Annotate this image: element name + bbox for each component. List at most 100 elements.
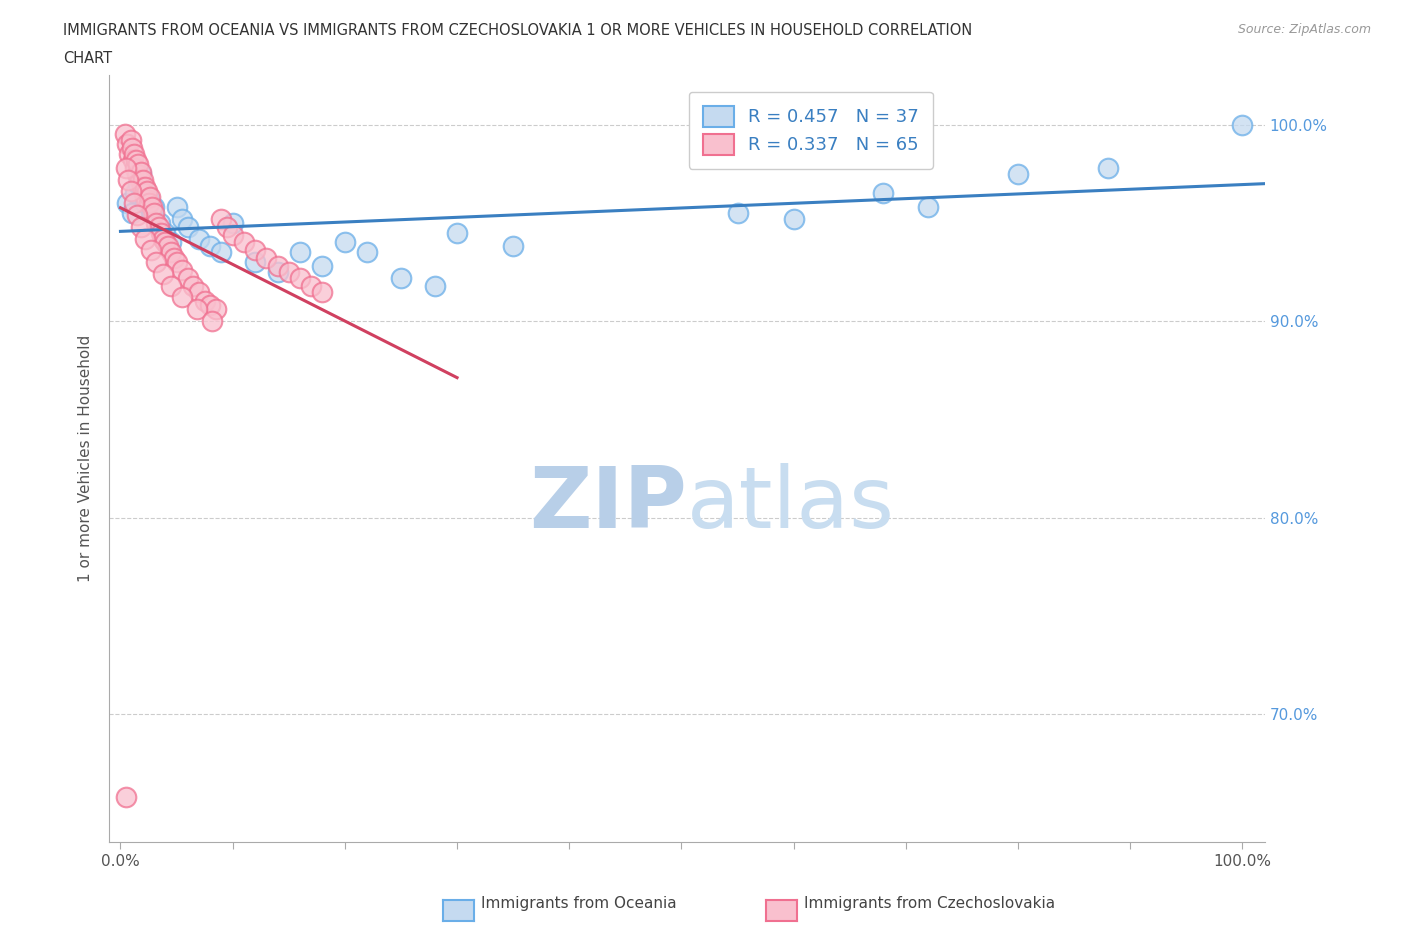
Text: CHART: CHART (63, 51, 112, 66)
Point (132, 186, 155, 201)
Point (254, 251, 277, 266)
Text: Immigrants from Czechoslovakia: Immigrants from Czechoslovakia (804, 897, 1056, 911)
Point (134, 180, 156, 195)
Point (288, 271, 311, 286)
Point (201, 313, 224, 328)
Point (221, 216, 243, 231)
Point (152, 231, 174, 246)
Point (143, 200, 166, 215)
Point (117, 172, 139, 187)
Point (188, 231, 211, 246)
Point (118, 147, 141, 162)
Point (127, 176, 149, 191)
Point (209, 211, 232, 226)
Point (138, 192, 160, 206)
Point (134, 195, 156, 210)
Point (115, 137, 138, 152)
Point (917, 200, 939, 215)
Point (446, 225, 468, 240)
Point (389, 271, 412, 286)
Point (141, 200, 163, 215)
Text: Source: ZipAtlas.com: Source: ZipAtlas.com (1237, 23, 1371, 36)
Point (129, 166, 152, 181)
Point (121, 140, 143, 155)
Point (121, 153, 143, 167)
Point (160, 278, 183, 293)
Point (311, 259, 333, 273)
Point (136, 184, 159, 199)
Point (131, 180, 153, 195)
Point (120, 184, 142, 199)
Point (127, 166, 149, 181)
Point (177, 219, 200, 234)
Point (115, 789, 138, 804)
Point (205, 302, 228, 317)
Point (172, 262, 194, 277)
Point (121, 206, 143, 220)
Point (124, 186, 146, 201)
Point (183, 278, 205, 293)
Point (155, 235, 177, 250)
Point (215, 219, 238, 234)
Point (209, 245, 232, 259)
Point (727, 206, 749, 220)
Point (141, 206, 163, 220)
Point (266, 259, 288, 273)
Legend: R = 0.457   N = 37, R = 0.337   N = 65: R = 0.457 N = 37, R = 0.337 N = 65 (689, 92, 932, 169)
Point (152, 267, 174, 282)
Point (172, 211, 194, 226)
Point (115, 160, 138, 175)
Point (200, 298, 222, 312)
Point (299, 278, 322, 293)
Point (156, 239, 179, 254)
Point (145, 255, 167, 270)
Point (134, 231, 156, 246)
Point (243, 255, 266, 270)
Point (356, 245, 378, 259)
Text: IMMIGRANTS FROM OCEANIA VS IMMIGRANTS FROM CZECHOSLOVAKIA 1 OR MORE VEHICLES IN : IMMIGRANTS FROM OCEANIA VS IMMIGRANTS FR… (63, 23, 973, 38)
Point (139, 243, 162, 258)
Point (194, 294, 217, 309)
Point (132, 180, 155, 195)
Point (143, 206, 166, 220)
Point (145, 216, 167, 231)
Point (288, 245, 311, 259)
Point (333, 235, 356, 250)
Point (502, 239, 524, 254)
Point (277, 264, 299, 279)
Point (155, 225, 177, 240)
Point (122, 147, 145, 162)
Point (166, 200, 188, 215)
Point (129, 219, 152, 234)
Point (115, 195, 138, 210)
Text: ZIP: ZIP (529, 463, 688, 546)
Point (149, 216, 172, 231)
Point (127, 156, 149, 171)
Point (138, 195, 160, 210)
Point (135, 192, 157, 206)
Point (188, 285, 211, 299)
Point (122, 195, 145, 210)
Point (120, 133, 142, 148)
Point (186, 302, 208, 317)
Text: atlas: atlas (688, 463, 896, 546)
Point (114, 127, 136, 142)
Point (127, 207, 149, 222)
Point (138, 190, 160, 205)
Point (423, 278, 446, 293)
Point (160, 245, 183, 259)
Point (124, 160, 146, 175)
Point (1232, 117, 1254, 132)
Point (132, 172, 155, 187)
Point (166, 255, 188, 270)
Point (221, 227, 243, 242)
Point (872, 186, 894, 201)
Y-axis label: 1 or more Vehicles in Household: 1 or more Vehicles in Household (79, 335, 93, 582)
Point (200, 239, 222, 254)
Point (266, 264, 288, 279)
Point (125, 153, 148, 167)
Point (163, 251, 186, 266)
Point (311, 285, 333, 299)
Point (172, 290, 194, 305)
Point (149, 225, 172, 240)
